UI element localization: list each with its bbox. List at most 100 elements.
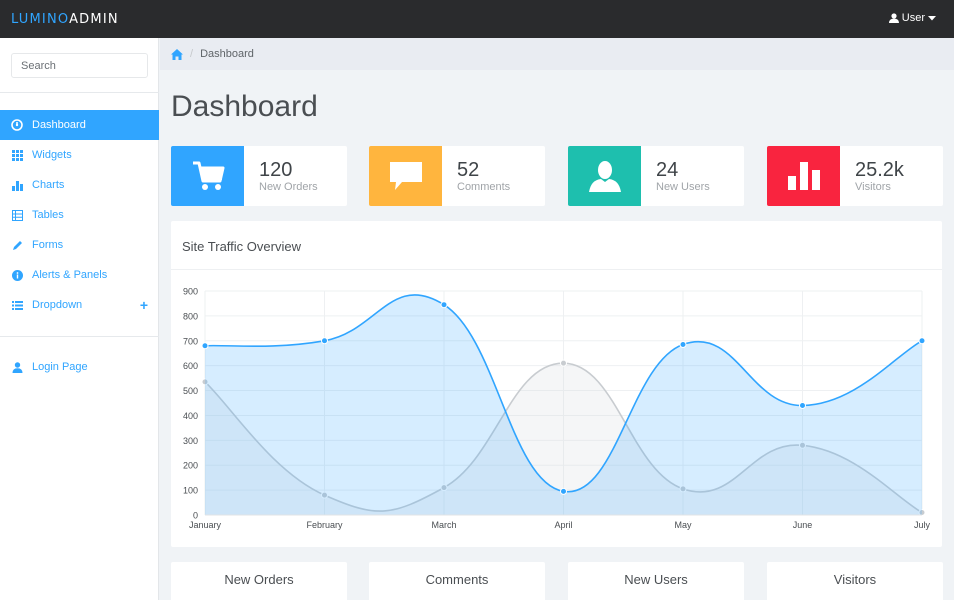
stat-icon-box	[369, 146, 442, 206]
sidebar: Dashboard Widgets Charts Tables Forms Al…	[0, 38, 159, 600]
grid-icon	[11, 149, 23, 161]
data-point	[679, 341, 687, 349]
sidebar-item-label: Dashboard	[32, 119, 86, 131]
data-point	[440, 484, 448, 492]
stat-value: 25.2k	[855, 159, 904, 181]
page-title: Dashboard	[171, 90, 318, 123]
stat-label: New Users	[656, 181, 710, 193]
x-tick-label: March	[431, 520, 456, 530]
y-tick-label: 500	[183, 386, 198, 396]
sidebar-item-label: Charts	[32, 179, 65, 191]
x-tick-label: April	[554, 520, 572, 530]
sidebar-divider	[0, 336, 159, 337]
home-icon[interactable]	[171, 48, 183, 60]
y-tick-label: 700	[183, 336, 198, 346]
stat-value: 24	[656, 159, 679, 181]
panel-title: Site Traffic Overview	[171, 221, 942, 270]
sidebar-item-widgets[interactable]: Widgets	[0, 140, 159, 170]
stat-label: Visitors	[855, 181, 891, 193]
pencil-icon	[11, 239, 23, 251]
top-navbar: LUMINOADMIN User	[0, 0, 954, 38]
user-menu-label: User	[901, 12, 925, 24]
sidebar-item-label: Widgets	[32, 149, 72, 161]
sidebar-divider	[0, 92, 159, 93]
stat-value: 120	[259, 159, 293, 181]
data-point	[918, 337, 926, 345]
stat-value: 52	[457, 159, 480, 181]
list-icon	[11, 299, 23, 311]
sidebar-item-dropdown[interactable]: Dropdown +	[0, 290, 159, 320]
series-area	[205, 363, 922, 515]
y-tick-label: 0	[193, 511, 198, 521]
data-point	[560, 487, 567, 495]
data-point	[440, 301, 448, 309]
sidebar-item-label: Forms	[32, 239, 64, 251]
sidebar-item-login-page[interactable]: Login Page	[0, 352, 159, 382]
y-tick-label: 300	[183, 436, 198, 446]
x-tick-label: January	[189, 520, 222, 530]
bottom-panel-new-orders: New Orders	[171, 562, 347, 600]
brand-part1: LUMINO	[11, 12, 70, 27]
y-tick-label: 600	[183, 361, 198, 371]
caret-down-icon	[928, 15, 936, 20]
sidebar-item-tables[interactable]: Tables	[0, 200, 159, 230]
data-point	[918, 509, 926, 517]
bars-icon	[787, 162, 820, 190]
cart-icon	[192, 161, 224, 190]
bottom-panel-comments: Comments	[369, 562, 545, 600]
table-icon	[11, 209, 23, 221]
breadcrumb: / Dashboard	[160, 38, 954, 70]
search-input[interactable]	[11, 53, 148, 78]
data-point	[201, 378, 209, 386]
breadcrumb-current: Dashboard	[200, 48, 254, 60]
user-icon	[588, 161, 621, 192]
breadcrumb-separator: /	[190, 48, 194, 60]
info-icon	[11, 269, 23, 281]
y-tick-label: 200	[183, 461, 198, 471]
data-point	[560, 359, 567, 367]
stat-icon-box	[767, 146, 840, 206]
data-point	[799, 401, 806, 409]
y-tick-label: 100	[183, 486, 198, 496]
bar-chart-icon	[11, 179, 23, 191]
data-point	[321, 491, 328, 499]
bottom-panel-new-users: New Users	[568, 562, 744, 600]
stat-label: New Orders	[259, 181, 318, 193]
sidebar-item-dashboard[interactable]: Dashboard	[0, 110, 159, 140]
dashboard-icon	[11, 119, 23, 131]
sidebar-item-forms[interactable]: Forms	[0, 230, 159, 260]
x-tick-label: February	[306, 520, 343, 530]
stat-card-visitors[interactable]: 25.2k Visitors	[767, 146, 943, 206]
user-menu-button[interactable]: User	[888, 12, 936, 24]
sidebar-item-label: Dropdown	[32, 299, 83, 311]
user-icon	[11, 361, 23, 373]
sidebar-item-label: Tables	[32, 209, 64, 221]
brand-part2: ADMIN	[69, 12, 119, 27]
stat-card-new-users[interactable]: 24 New Users	[568, 146, 744, 206]
sidebar-item-alerts-panels[interactable]: Alerts & Panels	[0, 260, 159, 290]
data-point	[679, 485, 687, 493]
stat-label: Comments	[457, 181, 511, 193]
y-tick-label: 800	[183, 311, 198, 321]
bottom-panel-visitors: Visitors	[767, 562, 943, 600]
y-tick-label: 900	[183, 287, 198, 297]
comment-icon	[389, 162, 422, 190]
stat-card-new-orders[interactable]: 120 New Orders	[171, 146, 347, 206]
series-area	[205, 294, 922, 515]
site-traffic-panel: Site Traffic Overview 0 100 200 300 400 500 60…	[171, 221, 942, 547]
user-icon	[888, 13, 899, 23]
brand-logo[interactable]: LUMINOADMIN	[11, 12, 119, 27]
stat-icon-box	[568, 146, 641, 206]
data-point	[201, 342, 209, 350]
y-tick-label: 400	[183, 411, 198, 421]
x-tick-label: May	[674, 520, 692, 530]
stat-card-comments[interactable]: 52 Comments	[369, 146, 545, 206]
data-point	[321, 337, 328, 345]
sidebar-item-label: Login Page	[32, 361, 88, 373]
site-traffic-chart: 0 100 200 300 400 500 600 700 800 900 January Febru…	[183, 287, 931, 531]
stat-icon-box	[171, 146, 244, 206]
sidebar-item-charts[interactable]: Charts	[0, 170, 159, 200]
expand-plus-icon[interactable]: +	[139, 297, 148, 313]
x-tick-label: July	[914, 520, 931, 530]
x-tick-label: June	[793, 520, 813, 530]
